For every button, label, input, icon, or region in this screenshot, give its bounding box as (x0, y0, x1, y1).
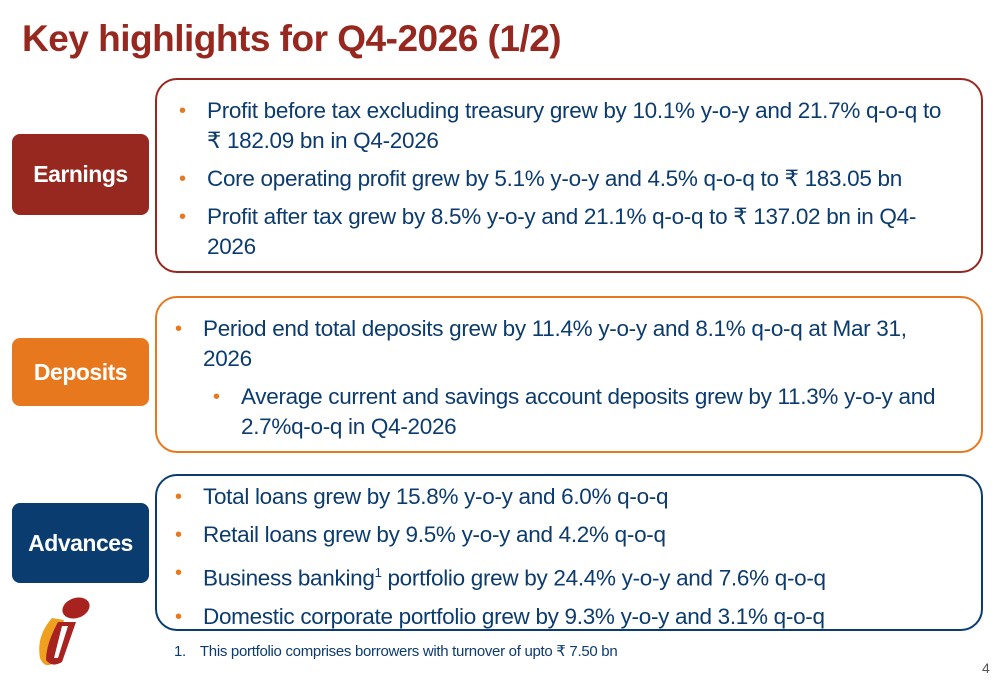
advances-bullet: Retail loans grew by 9.5% y-o-y and 4.2%… (175, 520, 961, 550)
earnings-bullet: Profit before tax excluding treasury gre… (179, 96, 961, 156)
advances-bullet: Domestic corporate portfolio grew by 9.3… (175, 602, 961, 632)
advances-box: Total loans grew by 15.8% y-o-y and 6.0%… (155, 474, 983, 632)
deposits-box: Period end total deposits grew by 11.4% … (155, 296, 983, 453)
advances-bullet: Total loans grew by 15.8% y-o-y and 6.0%… (175, 482, 961, 512)
earnings-bullet: Profit after tax grew by 8.5% y-o-y and … (179, 202, 961, 262)
deposits-bullet: Period end total deposits grew by 11.4% … (175, 314, 941, 374)
earnings-bullet: Core operating profit grew by 5.1% y-o-y… (179, 164, 961, 194)
page-number: 4 (982, 660, 990, 676)
page-title: Key highlights for Q4-2026 (1/2) (22, 18, 562, 59)
deposits-sub-bullet: Average current and savings account depo… (213, 382, 941, 442)
earnings-box: Profit before tax excluding treasury gre… (155, 78, 983, 273)
bank-logo-icon (32, 596, 94, 673)
advances-label: Advances (12, 503, 149, 583)
advances-bullet: Business banking1 portfolio grew by 24.4… (175, 558, 961, 594)
deposits-label: Deposits (12, 338, 149, 406)
footnote: 1. This portfolio comprises borrowers wit… (174, 643, 618, 660)
earnings-label: Earnings (12, 134, 149, 215)
